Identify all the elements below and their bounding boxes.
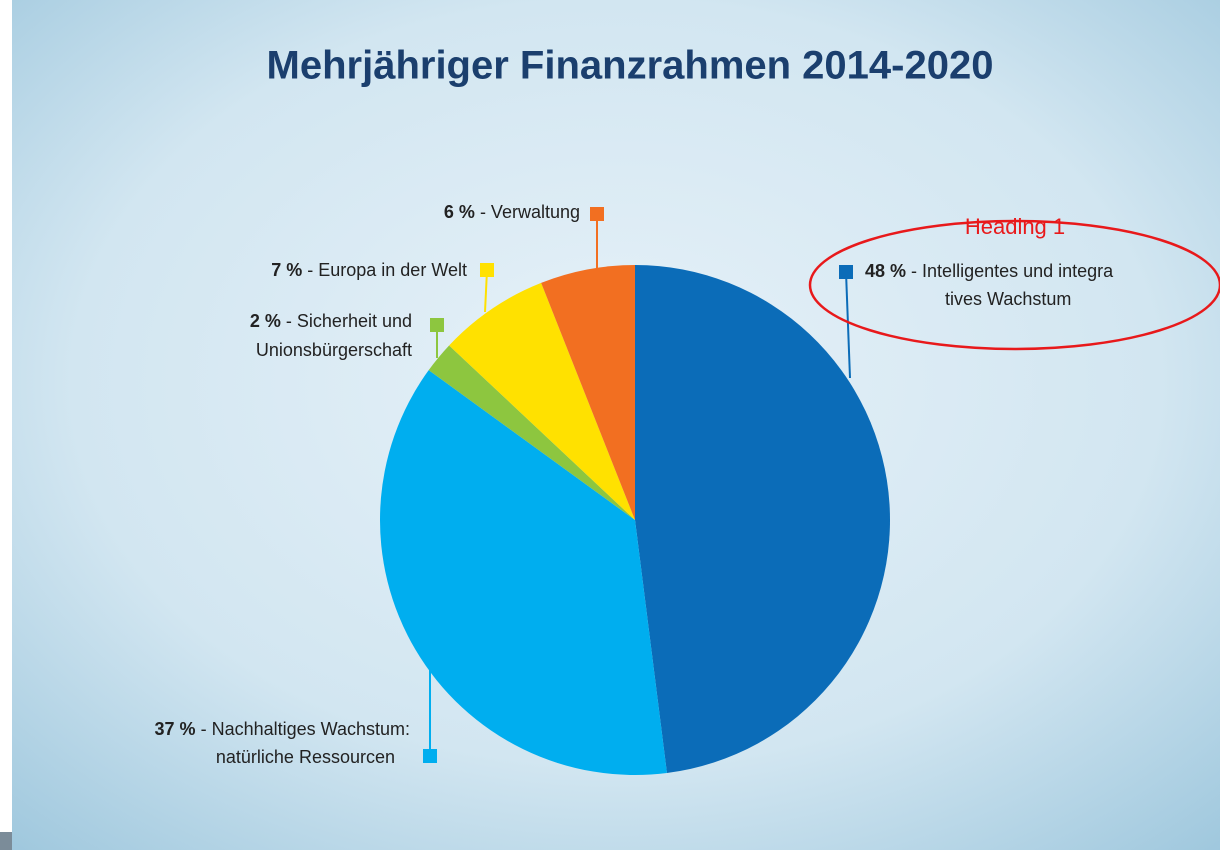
- value-label: 7 %: [271, 260, 302, 280]
- legend-swatch: [430, 318, 444, 332]
- legend-swatch: [590, 207, 604, 221]
- value-label: 37 %: [155, 719, 196, 739]
- category-label: - Intelligentes und integra: [911, 261, 1114, 281]
- annotation: Heading 1: [965, 214, 1065, 239]
- slice-label: tives Wachstum: [945, 289, 1071, 309]
- pie-slice: [379, 370, 667, 776]
- pie-slice: [635, 265, 891, 773]
- legend-swatch: [839, 265, 853, 279]
- value-label: 6 %: [444, 202, 475, 222]
- value-label: 2 %: [250, 311, 281, 331]
- slice-label: 48 % - Intelligentes und integra: [865, 261, 1114, 281]
- legend-swatch: [423, 749, 437, 763]
- pie-slice: [449, 282, 635, 520]
- leader-line: [845, 271, 851, 379]
- corner-block: [0, 832, 12, 850]
- slice-label: 7 % - Europa in der Welt: [271, 260, 467, 280]
- slice-label: Unionsbürgerschaft: [256, 340, 412, 360]
- slice-label: 2 % - Sicherheit und: [250, 311, 412, 331]
- slice-label: natürliche Ressourcen: [216, 747, 395, 767]
- category-label: - Sicherheit und: [286, 311, 412, 331]
- category-label: - Europa in der Welt: [307, 260, 467, 280]
- slice-label: 6 % - Verwaltung: [444, 202, 580, 222]
- annotation-ellipse: [808, 219, 1220, 351]
- pie-slice: [541, 265, 635, 520]
- category-label: - Verwaltung: [480, 202, 580, 222]
- legend-swatch: [480, 263, 494, 277]
- category-label: Unionsbürgerschaft: [256, 340, 412, 360]
- category-label: natürliche Ressourcen: [216, 747, 395, 767]
- chart-title: Mehrjähriger Finanzrahmen 2014-2020: [267, 44, 994, 88]
- value-label: 48 %: [865, 261, 906, 281]
- pie-slice: [428, 345, 635, 520]
- category-label: - Nachhaltiges Wachstum:: [201, 719, 410, 739]
- category-label: tives Wachstum: [945, 289, 1071, 309]
- pie: [379, 265, 891, 776]
- slice-label: 37 % - Nachhaltiges Wachstum:: [155, 719, 410, 739]
- labels: 48 % - Intelligentes und integra tives Wa…: [155, 202, 1115, 767]
